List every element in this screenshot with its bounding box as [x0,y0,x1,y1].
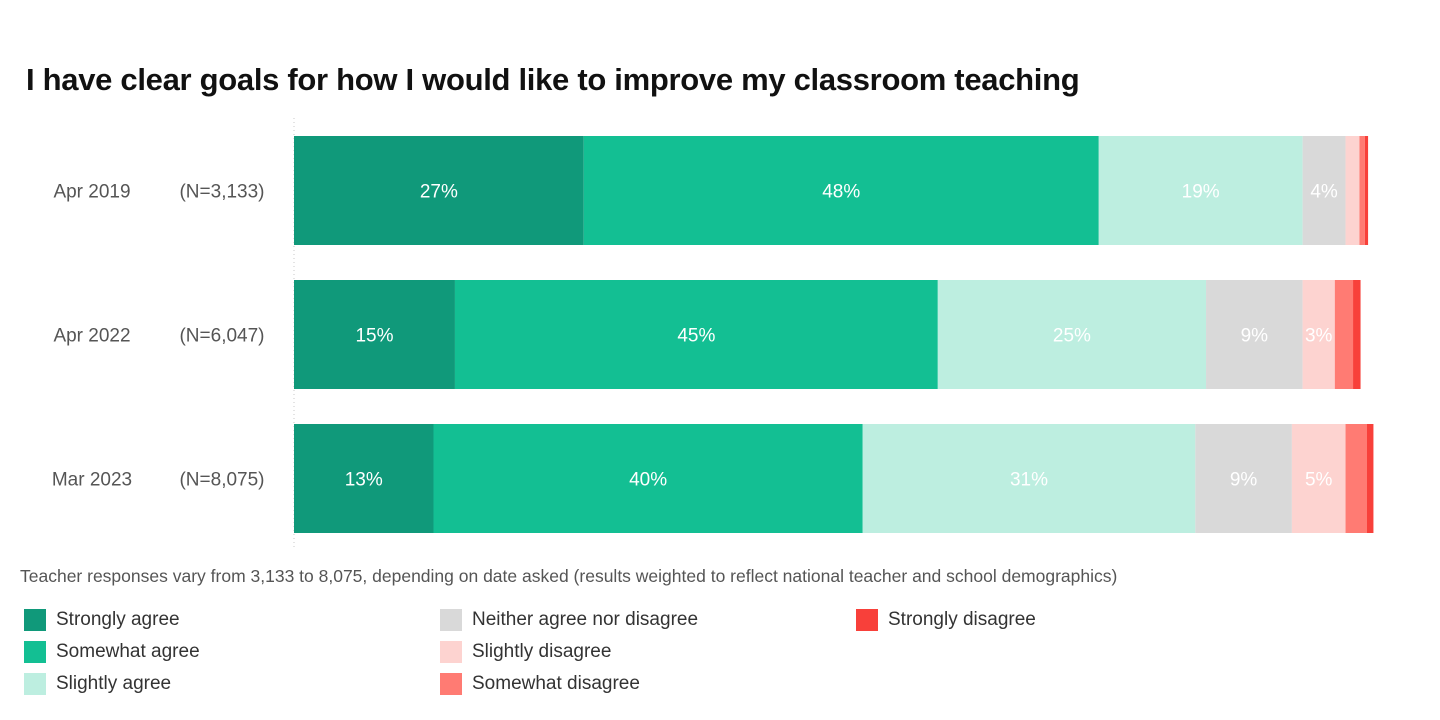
data-label: 45% [677,326,715,347]
data-label: 13% [345,470,383,491]
legend-label: Strongly disagree [888,609,1036,630]
bar-segment-strongly-agree [294,136,584,245]
bar-segment-slightly-disagree [1302,280,1335,389]
data-label: 48% [822,182,860,203]
legend-swatch [856,609,878,631]
data-label: 9% [1230,470,1258,491]
bar-segment-slightly-agree [862,424,1196,533]
chart-title: I have clear goals for how I would like … [26,62,1080,97]
bar-segment-neither-agree-nor-disagree [1195,424,1292,533]
data-label: 25% [1053,326,1091,347]
legend-swatch [440,641,462,663]
bar-segment-somewhat-disagree [1359,136,1365,245]
legend-label: Somewhat disagree [472,673,640,694]
sample-size-label: (N=3,133) [179,182,264,203]
sample-size-label: (N=8,075) [179,470,264,491]
bar-segment-somewhat-agree [433,424,863,533]
bar-segment-somewhat-agree [583,136,1099,245]
chart-note: Teacher responses vary from 3,133 to 8,0… [20,566,1118,586]
legend-swatch [440,609,462,631]
category-label: Apr 2019 [53,182,130,203]
stacked-bar-chart: Apr 2019 (N=3,133) 27% 48% 19% 4% Apr 2022 (N=6… [52,118,1374,548]
legend-item: Somewhat disagree [440,673,640,695]
category-label: Apr 2022 [53,326,130,347]
data-label: 15% [355,326,393,347]
legend-item: Somewhat agree [24,641,200,663]
legend-swatch [24,641,46,663]
bar-segment-strongly-disagree [1367,424,1374,533]
bar-segment-neither-agree-nor-disagree [1206,280,1303,389]
bar-segment-slightly-agree [1098,136,1303,245]
bar-segment-somewhat-disagree [1334,280,1354,389]
bar-segment-strongly-disagree [1353,280,1361,389]
data-label: 9% [1241,326,1269,347]
data-label: 4% [1310,182,1338,203]
data-label: 5% [1305,470,1333,491]
legend-item: Strongly agree [24,609,180,631]
data-label: 3% [1305,326,1333,347]
bar-segment-neither-agree-nor-disagree [1302,136,1346,245]
sample-size-label: (N=6,047) [179,326,264,347]
legend-item: Slightly agree [24,673,171,695]
bar-segment-somewhat-disagree [1345,424,1367,533]
legend-swatch [440,673,462,695]
legend-label: Slightly disagree [472,641,612,662]
legend-swatch [24,673,46,695]
bar-segment-strongly-agree [294,424,434,533]
legend-label: Slightly agree [56,673,172,694]
bar-segment-somewhat-agree [454,280,938,389]
category-label: Mar 2023 [52,470,132,491]
bar-segment-strongly-agree [294,280,455,389]
legend-label: Somewhat agree [56,641,200,662]
bar-segment-slightly-agree [937,280,1207,389]
data-label: 31% [1010,470,1048,491]
legend-label: Neither agree nor disagree [472,609,699,630]
data-label: 19% [1182,182,1220,203]
legend-item: Slightly disagree [440,641,611,663]
data-label: 40% [629,470,667,491]
bar-segment-slightly-disagree [1291,424,1346,533]
bar-segment-slightly-disagree [1345,136,1360,245]
legend-label: Strongly agree [56,609,180,630]
legend-item: Neither agree nor disagree [440,609,698,631]
bar-segment-strongly-disagree [1364,136,1369,245]
data-label: 27% [420,182,458,203]
legend-item: Strongly disagree [856,609,1036,631]
legend-swatch [24,609,46,631]
